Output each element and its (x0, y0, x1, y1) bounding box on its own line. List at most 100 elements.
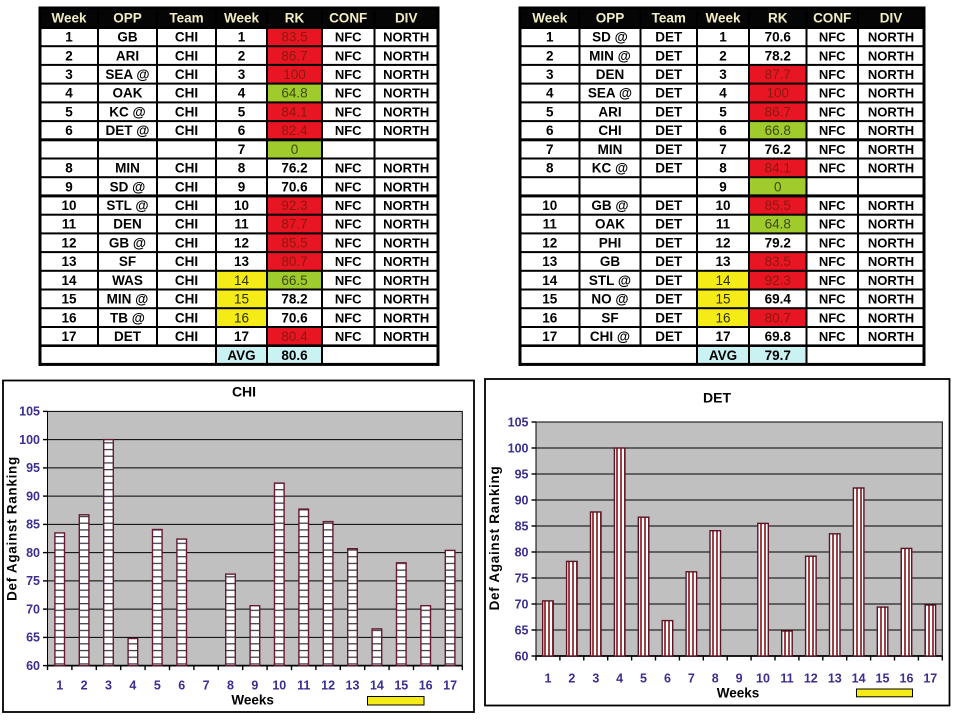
svg-text:STL @: STL @ (106, 198, 148, 213)
svg-text:80.6: 80.6 (281, 348, 308, 363)
svg-text:NFC: NFC (819, 217, 846, 232)
svg-text:14: 14 (61, 273, 77, 288)
svg-text:NFC: NFC (819, 273, 846, 288)
svg-text:NFC: NFC (335, 329, 362, 344)
svg-text:9: 9 (238, 179, 246, 194)
svg-text:NORTH: NORTH (868, 86, 914, 101)
svg-text:NORTH: NORTH (383, 30, 429, 45)
svg-text:NORTH: NORTH (868, 329, 914, 344)
svg-text:6: 6 (238, 123, 246, 138)
svg-text:3: 3 (719, 67, 727, 82)
svg-text:CHI: CHI (232, 384, 256, 400)
svg-text:RK: RK (768, 11, 788, 26)
svg-text:14: 14 (542, 273, 558, 288)
svg-text:Week: Week (705, 11, 741, 26)
svg-text:1: 1 (65, 30, 73, 45)
svg-text:15: 15 (61, 292, 77, 307)
svg-text:14: 14 (234, 273, 250, 288)
svg-text:5: 5 (238, 104, 246, 119)
svg-text:MIN: MIN (598, 142, 623, 157)
svg-text:80: 80 (26, 546, 40, 560)
svg-text:NORTH: NORTH (383, 217, 429, 232)
svg-text:3: 3 (546, 67, 554, 82)
svg-text:TB @: TB @ (110, 310, 145, 325)
svg-text:3: 3 (592, 672, 599, 686)
svg-text:7: 7 (546, 142, 554, 157)
svg-text:NFC: NFC (819, 30, 846, 45)
svg-text:4: 4 (546, 86, 554, 101)
svg-text:GB: GB (600, 254, 621, 269)
svg-text:9: 9 (736, 672, 743, 686)
svg-text:DET: DET (655, 67, 683, 82)
svg-text:Def Against Ranking: Def Against Ranking (487, 466, 502, 611)
svg-text:105: 105 (19, 405, 40, 419)
svg-text:Week: Week (51, 11, 87, 26)
svg-text:Weeks: Weeks (231, 693, 274, 708)
svg-text:4: 4 (238, 86, 246, 101)
svg-text:4: 4 (65, 86, 73, 101)
svg-text:1: 1 (56, 679, 63, 693)
svg-text:Weeks: Weeks (717, 686, 760, 701)
svg-text:16: 16 (61, 310, 77, 325)
svg-text:NFC: NFC (335, 254, 362, 269)
svg-text:6: 6 (178, 679, 185, 693)
svg-text:64.8: 64.8 (765, 217, 791, 232)
svg-text:11: 11 (543, 217, 558, 232)
svg-text:NORTH: NORTH (868, 30, 914, 45)
svg-text:GB: GB (117, 30, 138, 45)
svg-text:CHI: CHI (175, 48, 198, 63)
svg-text:NORTH: NORTH (383, 273, 429, 288)
svg-text:Week: Week (532, 11, 568, 26)
svg-text:NFC: NFC (335, 310, 362, 325)
svg-text:NORTH: NORTH (383, 292, 429, 307)
svg-text:70: 70 (26, 602, 40, 616)
svg-text:NORTH: NORTH (868, 217, 914, 232)
svg-text:10: 10 (272, 679, 286, 693)
svg-text:105: 105 (508, 415, 529, 429)
svg-text:80.4: 80.4 (281, 329, 308, 344)
svg-text:6: 6 (664, 672, 671, 686)
svg-text:64.8: 64.8 (281, 86, 307, 101)
svg-text:86.7: 86.7 (765, 104, 791, 119)
svg-text:92.3: 92.3 (765, 273, 791, 288)
svg-text:NORTH: NORTH (383, 310, 429, 325)
svg-text:NFC: NFC (819, 198, 846, 213)
svg-text:NORTH: NORTH (383, 86, 429, 101)
svg-text:85.5: 85.5 (281, 235, 307, 250)
svg-text:SD @: SD @ (592, 30, 628, 45)
svg-text:NORTH: NORTH (383, 198, 429, 213)
svg-text:85: 85 (26, 518, 40, 532)
svg-text:86.7: 86.7 (281, 48, 307, 63)
svg-text:75: 75 (26, 574, 40, 588)
svg-text:14: 14 (852, 672, 866, 686)
svg-text:10: 10 (756, 672, 770, 686)
svg-text:NO @: NO @ (591, 292, 628, 307)
svg-text:NFC: NFC (819, 254, 846, 269)
svg-text:9: 9 (719, 179, 727, 194)
svg-text:75: 75 (515, 571, 529, 585)
svg-text:78.2: 78.2 (281, 292, 307, 307)
svg-text:CHI: CHI (175, 123, 198, 138)
svg-text:NFC: NFC (335, 161, 362, 176)
svg-text:85.5: 85.5 (765, 198, 791, 213)
svg-text:10: 10 (61, 198, 76, 213)
svg-text:DET: DET (655, 198, 683, 213)
svg-text:NFC: NFC (335, 86, 362, 101)
svg-text:SEA @: SEA @ (105, 67, 149, 82)
svg-text:CHI: CHI (175, 273, 198, 288)
svg-text:11: 11 (234, 217, 249, 232)
svg-text:6: 6 (546, 123, 554, 138)
svg-text:NFC: NFC (335, 273, 362, 288)
svg-text:Team: Team (169, 11, 203, 26)
svg-text:NORTH: NORTH (383, 329, 429, 344)
svg-text:5: 5 (154, 679, 161, 693)
svg-text:16: 16 (234, 310, 249, 325)
svg-text:DEN: DEN (113, 217, 142, 232)
svg-text:NFC: NFC (819, 292, 846, 307)
svg-text:70.6: 70.6 (281, 179, 308, 194)
svg-text:7: 7 (238, 142, 246, 157)
svg-text:65: 65 (515, 623, 529, 637)
svg-text:90: 90 (26, 489, 40, 503)
svg-text:69.4: 69.4 (765, 292, 792, 307)
svg-text:0: 0 (291, 142, 299, 157)
